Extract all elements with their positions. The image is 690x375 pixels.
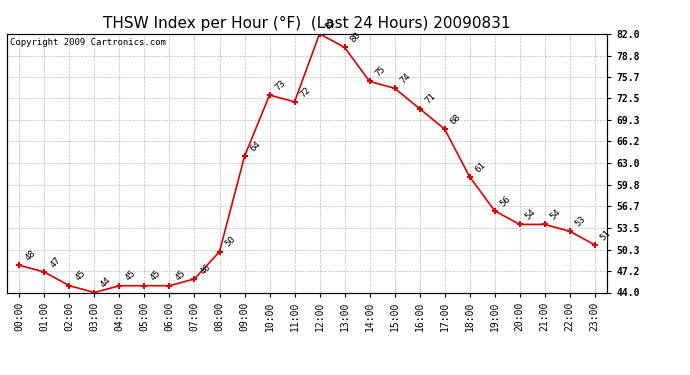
Text: 45: 45 [74,269,88,283]
Text: 56: 56 [499,194,513,208]
Title: THSW Index per Hour (°F)  (Last 24 Hours) 20090831: THSW Index per Hour (°F) (Last 24 Hours)… [104,16,511,31]
Text: 61: 61 [474,160,488,174]
Text: 54: 54 [524,208,538,222]
Text: 46: 46 [199,262,213,276]
Text: Copyright 2009 Cartronics.com: Copyright 2009 Cartronics.com [10,38,166,46]
Text: 53: 53 [574,214,588,228]
Text: 75: 75 [374,64,388,79]
Text: 64: 64 [248,140,263,153]
Text: 72: 72 [299,85,313,99]
Text: 44: 44 [99,276,112,290]
Text: 50: 50 [224,235,237,249]
Text: 45: 45 [174,269,188,283]
Text: 74: 74 [399,72,413,86]
Text: 47: 47 [48,255,63,269]
Text: 48: 48 [23,249,37,262]
Text: 54: 54 [549,208,563,222]
Text: 45: 45 [124,269,137,283]
Text: 45: 45 [148,269,163,283]
Text: 51: 51 [599,228,613,242]
Text: 68: 68 [448,112,463,126]
Text: 80: 80 [348,31,363,45]
Text: 71: 71 [424,92,437,106]
Text: 73: 73 [274,78,288,92]
Text: 82: 82 [324,17,337,31]
